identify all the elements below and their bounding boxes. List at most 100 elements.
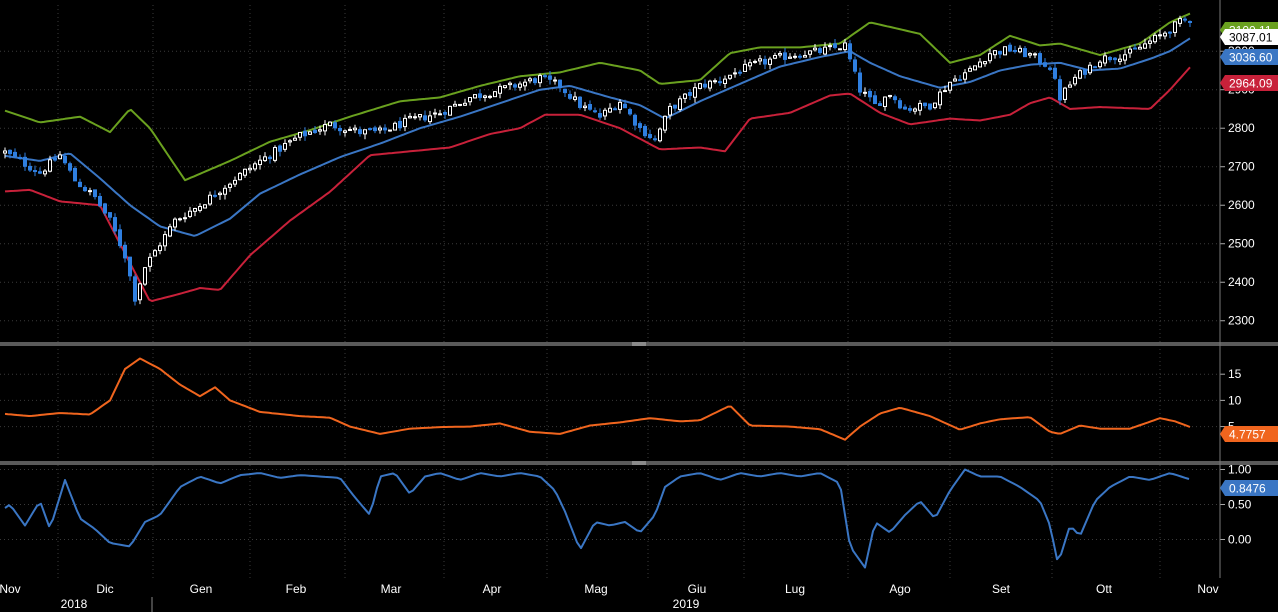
candlestick [468,97,472,106]
candlestick [1088,61,1092,75]
candlestick [1163,31,1167,40]
volatility-badge: 4.7757 [1220,426,1278,442]
candlestick [863,87,867,97]
candlestick [903,104,907,110]
candlestick [113,213,117,235]
candlestick [168,223,172,238]
candlestick [108,212,112,221]
candlestick [298,131,302,141]
candlestick [138,282,142,305]
candlestick [53,153,57,162]
candlestick [38,167,42,175]
candlestick [1133,43,1137,50]
candlestick [853,56,857,74]
candlestick [313,125,317,134]
y-tick-label: 2300 [1228,314,1255,328]
x-tick-label: Mar [381,582,402,596]
candlestick [543,73,547,79]
candlestick [223,185,227,200]
candlestick [503,85,507,89]
candlestick [78,178,82,188]
candlestick [663,115,667,134]
candlestick [808,50,812,58]
candlestick [13,148,17,159]
candlestick [83,185,87,192]
candlestick [973,65,977,71]
candlestick [1013,45,1017,54]
candlestick [873,90,877,105]
candlestick [58,151,62,160]
candlestick [833,39,837,50]
candlestick [1008,42,1012,53]
candlestick [218,191,222,200]
candlestick [1168,31,1172,39]
candlestick [723,75,727,88]
candlestick [443,110,447,119]
correlation-badge: 0.8476 [1220,480,1278,496]
candlestick [758,55,762,65]
candlestick [743,59,747,72]
candlestick [1173,21,1177,37]
candlestick [968,65,972,72]
candlestick [1068,81,1072,88]
year-label: 2019 [673,597,700,611]
candlestick [458,103,462,107]
lower-band-badge: 2964.09 [1220,75,1278,91]
candlestick [258,155,262,170]
candlestick [1118,54,1122,65]
candlestick [943,85,947,93]
candlestick [3,147,7,159]
candlestick [73,166,77,182]
candlestick [798,53,802,60]
candlestick [363,129,367,140]
candlestick [283,139,287,152]
x-tick-label: Feb [286,582,307,596]
y-tick-label: 2600 [1228,198,1255,212]
candlestick [923,102,927,109]
candlestick [118,224,122,249]
y-tick-label: 0.50 [1228,498,1252,512]
year-label: 2018 [61,597,88,611]
candlestick [343,129,347,137]
candlestick [688,88,692,100]
candlestick [23,152,27,171]
candlestick [123,241,127,263]
candlestick [178,217,182,222]
y-tick-label: 2500 [1228,237,1255,251]
candlestick [608,103,612,113]
candlestick [818,46,822,55]
candlestick [353,124,357,134]
bollinger-bands [4,12,1191,302]
candlestick [698,82,702,90]
candlestick [188,206,192,219]
candlestick [1003,46,1007,56]
svg-text:3036.60: 3036.60 [1229,51,1273,65]
candlestick [1103,52,1107,67]
y-tick-label: 0.00 [1228,533,1252,547]
candlestick [518,81,522,91]
candlestick [678,95,682,112]
candlestick [598,108,602,120]
candlestick [1033,52,1037,59]
candlestick [8,149,12,159]
candlestick [793,53,797,60]
candlestick [33,165,37,177]
x-tick-label: Nov [0,582,21,596]
candlestick [213,190,217,198]
candlestick [878,101,882,106]
candlestick [843,39,847,52]
candlestick [208,191,212,206]
candlestick [488,94,492,99]
candlestick [403,114,407,132]
candlestick [88,187,92,196]
candlestick [373,125,377,134]
lower-band-line [4,66,1191,302]
candlestick [893,94,897,104]
candlestick [98,192,102,208]
candlestick [448,105,452,116]
candlestick [533,77,537,86]
candlestick [1183,16,1187,23]
candlestick [693,82,697,103]
candlestick [708,79,712,92]
correlation-line [4,468,1190,569]
